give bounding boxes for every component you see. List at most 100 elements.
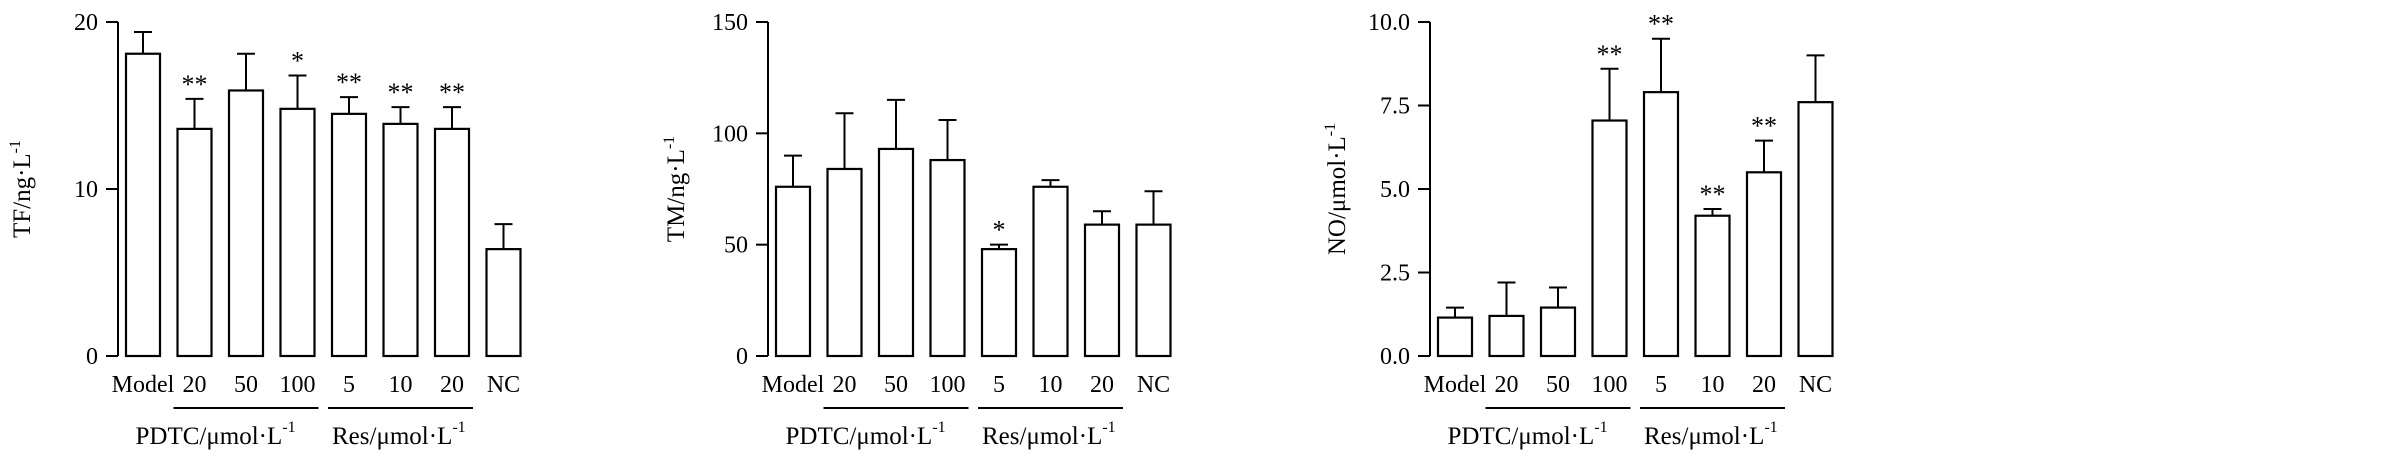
bar-6 xyxy=(1694,214,1731,358)
y-tick-label: 0.0 xyxy=(1380,344,1410,370)
significance-mark-4: ** xyxy=(1597,40,1623,69)
y-tick-label: 10 xyxy=(74,177,98,203)
group-label-2: Res/μmol·L-1 xyxy=(982,419,1116,450)
bar-1 xyxy=(774,185,812,358)
x-category-label-4: 100 xyxy=(280,372,316,398)
group-label-main: PDTC/μmol·L xyxy=(786,423,933,450)
bar-8 xyxy=(1797,101,1834,358)
bar-2 xyxy=(176,127,213,358)
y-tick-label: 0 xyxy=(736,344,748,370)
x-category-label-2: 20 xyxy=(833,372,857,398)
y-axis-title-sup: -1 xyxy=(661,136,678,149)
x-category-label-4: 100 xyxy=(930,372,966,398)
significance-mark-5: ** xyxy=(1648,10,1674,39)
bar-4 xyxy=(1591,119,1628,358)
y-axis-title-sup: -1 xyxy=(7,140,24,153)
x-category-label-1: Model xyxy=(762,372,825,398)
group-label-sup: -1 xyxy=(932,419,945,436)
x-category-label-5: 5 xyxy=(1655,372,1667,398)
x-category-label-4: 100 xyxy=(1592,372,1628,398)
y-tick-label: 20 xyxy=(74,10,98,36)
bar-4 xyxy=(929,158,966,358)
x-category-label-5: 5 xyxy=(993,372,1005,398)
bar-8 xyxy=(485,248,522,358)
x-category-label-3: 50 xyxy=(1546,372,1570,398)
y-tick-label: 7.5 xyxy=(1380,94,1410,120)
y-tick-label: 2.5 xyxy=(1380,261,1410,287)
bar-3 xyxy=(227,89,265,358)
bar-2 xyxy=(826,167,863,358)
x-category-label-1: Model xyxy=(112,372,175,398)
bar-1 xyxy=(124,52,162,358)
bar-6 xyxy=(382,122,419,358)
group-label-main: Res/μmol·L xyxy=(982,423,1102,450)
y-tick-label: 50 xyxy=(724,233,748,259)
y-axis-title-sup: -1 xyxy=(1322,123,1339,136)
x-category-label-7: 20 xyxy=(1752,372,1776,398)
group-label-main: PDTC/μmol·L xyxy=(1448,423,1595,450)
y-axis-title: NO/μmol·L-1 xyxy=(1322,123,1351,255)
bar-5 xyxy=(330,112,368,358)
bar-5 xyxy=(1642,91,1680,358)
group-label-2: Res/μmol·L-1 xyxy=(332,419,466,450)
bar-4 xyxy=(279,107,316,358)
bar-8 xyxy=(1135,223,1172,358)
group-label-1: PDTC/μmol·L-1 xyxy=(786,419,946,450)
y-tick-label: 5.0 xyxy=(1380,177,1410,203)
x-category-label-8: NC xyxy=(1137,372,1170,398)
y-tick-label: 10.0 xyxy=(1368,10,1410,36)
bar-2 xyxy=(1488,314,1525,358)
x-category-label-2: 20 xyxy=(1495,372,1519,398)
x-category-label-6: 10 xyxy=(1039,372,1063,398)
significance-mark-7: ** xyxy=(1751,112,1777,141)
x-category-label-3: 50 xyxy=(884,372,908,398)
y-axis-title: TF/ng·L-1 xyxy=(7,140,36,238)
bar-7 xyxy=(1745,171,1783,358)
bar-1 xyxy=(1436,316,1474,358)
group-label-sup: -1 xyxy=(452,419,465,436)
group-label-2: Res/μmol·L-1 xyxy=(1644,419,1778,450)
group-label-1: PDTC/μmol·L-1 xyxy=(1448,419,1608,450)
significance-mark-7: ** xyxy=(439,78,465,107)
y-axis-title-main: TF/ng·L xyxy=(9,153,36,238)
x-category-label-7: 20 xyxy=(1090,372,1114,398)
significance-mark-4: * xyxy=(291,46,304,75)
x-category-label-5: 5 xyxy=(343,372,355,398)
y-axis-title-main: NO/μmol·L xyxy=(1324,136,1351,255)
x-category-label-8: NC xyxy=(1799,372,1832,398)
x-category-label-8: NC xyxy=(487,372,520,398)
group-label-sup: -1 xyxy=(1764,419,1777,436)
bar-7 xyxy=(1083,223,1121,358)
x-category-label-2: 20 xyxy=(183,372,207,398)
significance-mark-6: ** xyxy=(388,78,414,107)
bar-7 xyxy=(433,127,471,358)
significance-mark-2: ** xyxy=(182,70,208,99)
x-category-label-1: Model xyxy=(1424,372,1487,398)
group-label-sup: -1 xyxy=(1594,419,1607,436)
group-label-main: Res/μmol·L xyxy=(332,423,452,450)
x-category-label-6: 10 xyxy=(389,372,413,398)
y-axis-title-main: TM/ng·L xyxy=(663,149,690,242)
y-tick-label: 150 xyxy=(712,10,748,36)
bar-6 xyxy=(1032,185,1069,358)
y-tick-label: 100 xyxy=(712,121,748,147)
bar-3 xyxy=(877,147,915,358)
significance-mark-6: ** xyxy=(1700,180,1726,209)
group-label-main: Res/μmol·L xyxy=(1644,423,1764,450)
group-label-main: PDTC/μmol·L xyxy=(136,423,283,450)
x-category-label-3: 50 xyxy=(234,372,258,398)
bar-5 xyxy=(980,248,1018,358)
y-tick-label: 0 xyxy=(86,344,98,370)
x-category-label-6: 10 xyxy=(1701,372,1725,398)
group-label-sup: -1 xyxy=(1102,419,1115,436)
bar-3 xyxy=(1539,306,1577,358)
significance-mark-5: * xyxy=(993,216,1006,245)
x-category-label-7: 20 xyxy=(440,372,464,398)
group-label-sup: -1 xyxy=(282,419,295,436)
group-label-1: PDTC/μmol·L-1 xyxy=(136,419,296,450)
